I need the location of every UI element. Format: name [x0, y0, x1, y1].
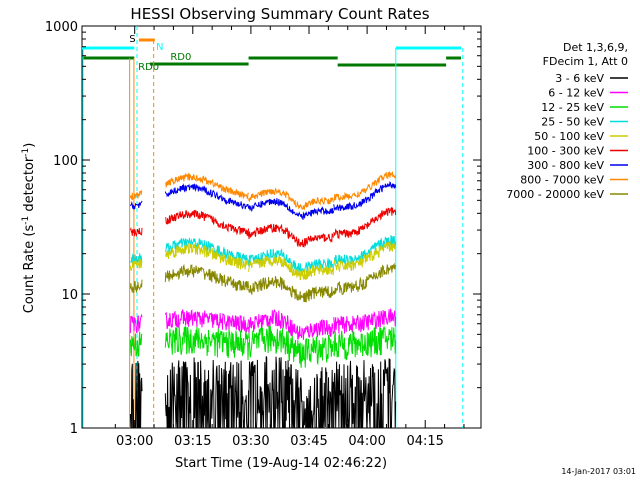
plot-area: S N RD0 RD0: [81, 25, 482, 429]
legend-entry-4: 50 - 100 keV: [534, 130, 628, 143]
legend-entry-6: 300 - 800 keV: [527, 159, 628, 172]
x-tick-label-2: 03:30: [232, 434, 269, 449]
legend-entry-7: 800 - 7000 keV: [520, 174, 628, 187]
legend-label-0: 3 - 6 keV: [555, 72, 604, 85]
plot-frame: [81, 25, 482, 429]
series-line-5: [129, 206, 397, 249]
y-tick-label-2: 100: [53, 154, 78, 169]
legend-entry-8: 7000 - 20000 keV: [506, 188, 628, 201]
footer-date: 14-Jan-2017 03:01: [561, 467, 636, 476]
y-label-main: Count Rate (s: [22, 225, 37, 314]
y-label-mid: detector: [22, 156, 37, 216]
x-tick-label-1: 03:15: [174, 434, 211, 449]
x-tick-label-3: 03:45: [290, 434, 327, 449]
legend-entry-1: 6 - 12 keV: [548, 87, 628, 100]
legend-entry-2: 12 - 25 keV: [541, 101, 628, 114]
y-axis-label: Count Rate (s-1 detector-1): [21, 143, 37, 314]
series-line-3: [130, 235, 397, 275]
rd0-label-top: RD0: [170, 52, 191, 63]
n-label: N: [156, 42, 163, 53]
chart-title: HESSI Observing Summary Count Rates: [130, 5, 429, 23]
legend-label-7: 800 - 7000 keV: [520, 174, 604, 187]
legend-label-4: 50 - 100 keV: [534, 130, 604, 143]
y-tick-label-3: 1000: [45, 20, 78, 35]
y-label-sup2: -1: [21, 148, 31, 157]
legend-header-line2: FDecim 1, Att 0: [543, 55, 628, 68]
legend-label-3: 25 - 50 keV: [541, 116, 604, 129]
legend-entry-3: 25 - 50 keV: [541, 116, 628, 129]
y-tick-label-1: 10: [61, 288, 78, 303]
series-line-6: [129, 180, 397, 220]
series-line-8: [129, 262, 397, 303]
legend-label-2: 12 - 25 keV: [541, 101, 604, 114]
legend-header-line1: Det 1,3,6,9,: [563, 41, 628, 54]
legend-entry-0: 3 - 6 keV: [555, 72, 628, 85]
s-label: S: [129, 34, 135, 45]
axis-ticks: 1 10 100 1000 03:00 03:15 03:30 03:45 04:00 04:15: [45, 20, 481, 449]
legend-entry-5: 100 - 300 keV: [527, 145, 628, 158]
x-axis-label: Start Time (19-Aug-14 02:46:22): [175, 456, 387, 471]
legend-label-5: 100 - 300 keV: [527, 145, 604, 158]
legend-label-8: 7000 - 20000 keV: [506, 188, 604, 201]
rd0-label-bottom: RD0: [138, 62, 159, 73]
x-tick-label-4: 04:00: [348, 434, 385, 449]
series-line-4: [129, 241, 397, 280]
legend-label-1: 6 - 12 keV: [548, 87, 604, 100]
y-tick-label-0: 1: [70, 422, 78, 437]
series-line-7: [129, 171, 397, 211]
x-tick-label-0: 03:00: [116, 434, 153, 449]
x-tick-label-5: 04:15: [406, 434, 443, 449]
series-line-0: [129, 356, 397, 429]
legend-label-6: 300 - 800 keV: [527, 159, 604, 172]
series-line-2: [129, 325, 397, 368]
series-line-1: [129, 307, 397, 340]
y-label-sup1: -1: [21, 216, 31, 225]
y-label-end: ): [22, 143, 37, 148]
